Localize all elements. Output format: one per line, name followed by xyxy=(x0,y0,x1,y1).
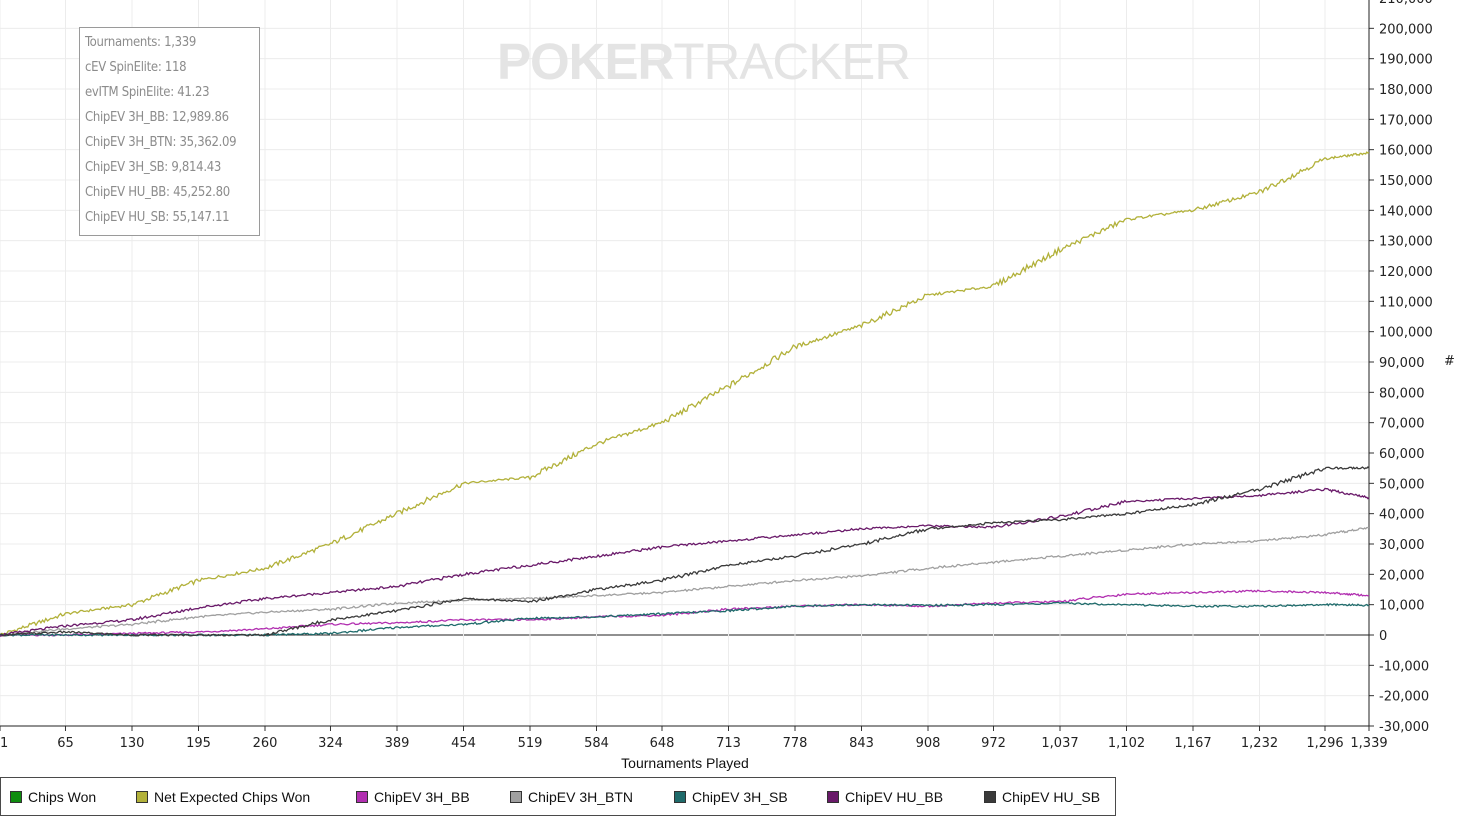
legend-label: ChipEV HU_SB xyxy=(1002,789,1101,805)
legend-label: Net Expected Chips Won xyxy=(154,789,311,805)
stat-tournaments: Tournaments: 1,339 xyxy=(85,35,197,50)
x-tick-label: 1,167 xyxy=(1174,736,1211,751)
legend-label: ChipEV 3H_BTN xyxy=(528,789,634,805)
y-tick-label: 0 xyxy=(1379,629,1387,644)
x-tick-label: 130 xyxy=(120,736,145,751)
right-axis-mark: # xyxy=(1444,354,1455,369)
x-tick-label: 324 xyxy=(318,736,343,751)
series-line-chipev-hu-sb xyxy=(0,466,1370,637)
x-tick-label: 1,102 xyxy=(1108,736,1145,751)
y-tick-label: 160,000 xyxy=(1379,144,1433,159)
y-tick-label: 80,000 xyxy=(1379,386,1425,401)
x-tick-label: 389 xyxy=(385,736,410,751)
watermark-poker: POKER xyxy=(497,33,674,90)
y-tick-label: 50,000 xyxy=(1379,477,1425,492)
stat-chipev-hu-sb: ChipEV HU_SB: 55,147.11 xyxy=(85,210,230,225)
x-tick-label: 519 xyxy=(518,736,543,751)
legend-label: Chips Won xyxy=(28,789,97,805)
x-tick-label: 843 xyxy=(849,736,874,751)
y-tick-label: -20,000 xyxy=(1379,690,1429,705)
series-line-chipev-hu-bb xyxy=(0,487,1370,637)
y-tick-label: 120,000 xyxy=(1379,265,1433,280)
legend-label: ChipEV 3H_SB xyxy=(692,789,788,805)
y-tick-label: 100,000 xyxy=(1379,326,1433,341)
y-tick-label: -10,000 xyxy=(1379,659,1429,674)
watermark-tracker: TRACKER xyxy=(673,33,911,90)
legend-swatch xyxy=(827,791,839,803)
legend-item-chipev-hu-bb[interactable]: ChipEV HU_BB xyxy=(827,789,943,805)
y-tick-label: 10,000 xyxy=(1379,599,1425,614)
y-tick-label: 130,000 xyxy=(1379,235,1433,250)
stat-cev-spinelite: cEV SpinElite: 118 xyxy=(85,60,187,75)
y-tick-label: 110,000 xyxy=(1379,295,1433,310)
x-tick-label: 713 xyxy=(716,736,741,751)
y-tick-label: 180,000 xyxy=(1379,83,1433,98)
x-tick-label: 908 xyxy=(916,736,941,751)
y-tick-label: 20,000 xyxy=(1379,568,1425,583)
legend-label: ChipEV HU_BB xyxy=(845,789,944,805)
y-tick-label: 70,000 xyxy=(1379,417,1425,432)
legend-item-chipev-3h-bb[interactable]: ChipEV 3H_BB xyxy=(356,789,470,805)
x-tick-label: 195 xyxy=(186,736,211,751)
y-tick-label: 190,000 xyxy=(1379,53,1433,68)
x-tick-label: 1,296 xyxy=(1306,736,1343,751)
stat-evitm-spinelite: evITM SpinElite: 41.23 xyxy=(85,85,210,100)
y-tick-label: 60,000 xyxy=(1379,447,1425,462)
x-tick-label: 584 xyxy=(584,736,609,751)
stat-chipev-3h-sb: ChipEV 3H_SB: 9,814.43 xyxy=(85,160,222,175)
legend-swatch xyxy=(136,791,148,803)
legend-item-chipev-3h-sb[interactable]: ChipEV 3H_SB xyxy=(674,789,788,805)
x-tick-label: 648 xyxy=(650,736,675,751)
x-tick-label: 1,232 xyxy=(1241,736,1278,751)
y-tick-label: 90,000 xyxy=(1379,356,1425,371)
y-tick-label: 40,000 xyxy=(1379,508,1425,523)
x-tick-label: 1,339 xyxy=(1350,736,1387,751)
y-tick-label: 210,000 xyxy=(1379,0,1433,7)
stat-chipev-hu-bb: ChipEV HU_BB: 45,252.80 xyxy=(85,185,230,200)
legend-item-chipev-3h-btn[interactable]: ChipEV 3H_BTN xyxy=(510,789,633,805)
legend-item-chipev-hu-sb[interactable]: ChipEV HU_SB xyxy=(984,789,1100,805)
x-axis-title: Tournaments Played xyxy=(621,755,749,771)
legend-swatch xyxy=(674,791,686,803)
series-line-net-expected-chips-won xyxy=(0,151,1370,637)
y-tick-label: 170,000 xyxy=(1379,113,1433,128)
x-tick-label: 778 xyxy=(783,736,808,751)
legend-swatch xyxy=(356,791,368,803)
legend-item-net-expected-chips-won[interactable]: Net Expected Chips Won xyxy=(136,789,310,805)
x-tick-label: 454 xyxy=(451,736,476,751)
series-line-chipev-3h-bb xyxy=(0,589,1370,637)
x-tick-label: 972 xyxy=(981,736,1006,751)
x-tick-label: 260 xyxy=(253,736,278,751)
legend-swatch xyxy=(510,791,522,803)
legend-swatch xyxy=(984,791,996,803)
series-line-chipev-3h-btn xyxy=(0,526,1370,637)
legend-item-chips-won[interactable]: Chips Won xyxy=(10,789,96,805)
pokertracker-watermark: POKERTRACKER xyxy=(497,32,911,91)
x-tick-label: 65 xyxy=(57,736,74,751)
chart-legend: Chips Won Net Expected Chips Won ChipEV … xyxy=(0,777,1116,816)
y-tick-label: 200,000 xyxy=(1379,22,1433,37)
chart-svg: -30,000 -20,000 -10,000 0 10,000 20,000 30,000… xyxy=(0,0,1433,751)
x-tick-label: 1 xyxy=(0,736,8,751)
legend-swatch xyxy=(10,791,22,803)
y-tick-label: 140,000 xyxy=(1379,204,1433,219)
stat-chipev-3h-bb: ChipEV 3H_BB: 12,989.86 xyxy=(85,110,229,125)
stat-chipev-3h-btn: ChipEV 3H_BTN: 35,362.09 xyxy=(85,135,237,150)
y-tick-label: 30,000 xyxy=(1379,538,1425,553)
y-tick-label: -30,000 xyxy=(1379,720,1429,735)
stats-tooltip-box: Tournaments: 1,339 cEV SpinElite: 118 ev… xyxy=(79,27,260,236)
x-tick-label: 1,037 xyxy=(1041,736,1078,751)
legend-label: ChipEV 3H_BB xyxy=(374,789,470,805)
y-tick-label: 150,000 xyxy=(1379,174,1433,189)
